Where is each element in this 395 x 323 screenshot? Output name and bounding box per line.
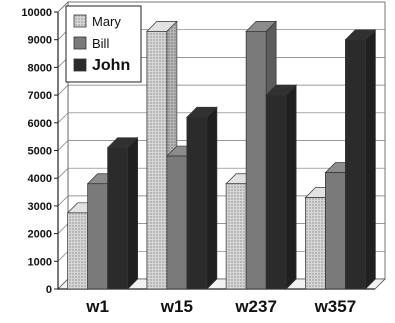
- y-tick-label: 3000: [28, 201, 52, 213]
- gridline: [57, 1, 385, 13]
- y-tick-label: 0: [46, 284, 52, 296]
- y-tick-label: 1000: [28, 256, 52, 268]
- bar-bill-w1: [87, 183, 108, 290]
- bar-mary-w357: [305, 197, 326, 290]
- legend-swatch-mary: [73, 14, 87, 28]
- bar-john-w1-side: [127, 136, 138, 290]
- y-tick-label: 6000: [28, 118, 52, 130]
- y-tick-label: 2000: [28, 229, 52, 241]
- x-category-label: w237: [234, 297, 277, 316]
- y-tick-label: 8000: [28, 62, 52, 74]
- y-tick-label: 9000: [28, 35, 52, 47]
- legend-label-mary: Mary: [92, 14, 121, 29]
- bar-mary-w1: [67, 212, 88, 290]
- legend-swatch-john: [73, 58, 87, 72]
- legend-label-bill: Bill: [92, 36, 109, 51]
- bar-john-w237: [265, 94, 287, 290]
- bar-john-w15: [186, 116, 208, 290]
- bar-mary-w15: [146, 31, 168, 290]
- x-category-label: w15: [160, 297, 193, 316]
- bar-john-w1: [107, 147, 128, 290]
- bar-john-w357: [345, 39, 366, 290]
- y-tick-label: 4000: [28, 173, 52, 185]
- x-category-label: w357: [314, 297, 357, 316]
- bar-john-w15-side: [206, 106, 218, 290]
- y-tick-label: 7000: [28, 90, 52, 102]
- bar-bill-w15: [166, 155, 188, 290]
- bar-john-w237-side: [285, 84, 297, 290]
- bar-mary-w237: [225, 183, 247, 290]
- bar-bill-w357: [325, 172, 346, 290]
- bar-bill-w237: [245, 31, 267, 290]
- y-tick-label: 5000: [28, 146, 52, 158]
- legend-swatch-bill: [73, 36, 87, 50]
- bar-john-w357-side: [365, 28, 376, 290]
- legend-label-john: John: [92, 57, 130, 74]
- x-category-label: w1: [85, 297, 109, 316]
- y-tick-label: 10000: [21, 7, 52, 19]
